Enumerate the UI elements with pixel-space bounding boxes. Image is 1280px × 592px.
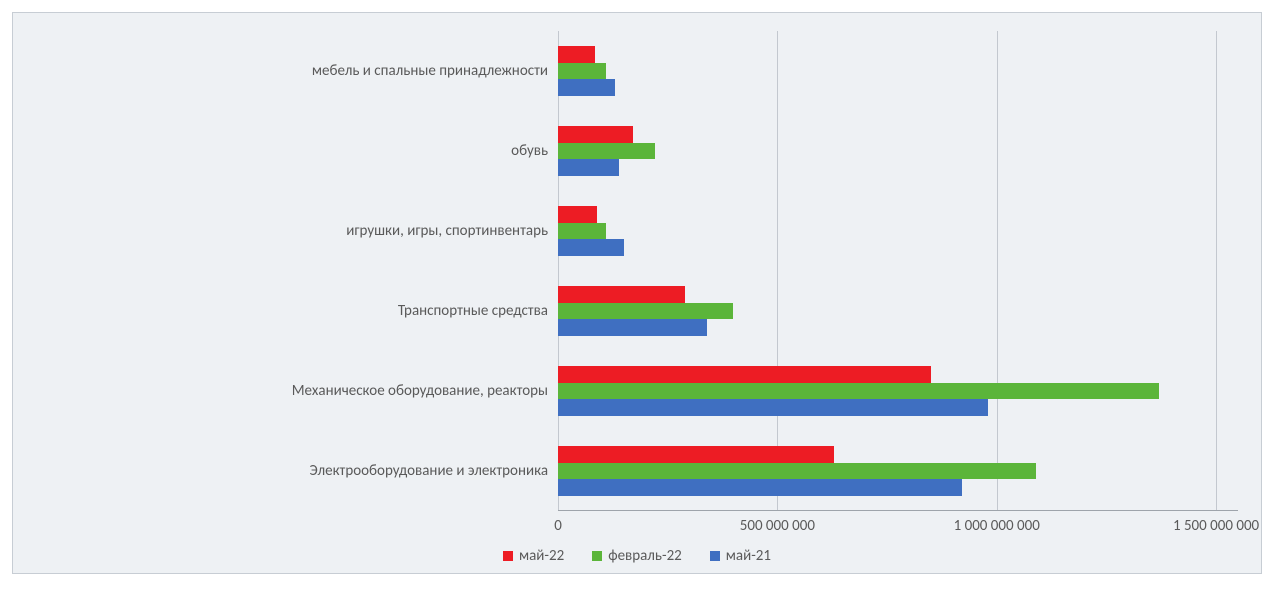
bar (558, 63, 1238, 80)
bar (558, 46, 1238, 63)
legend-label: май-21 (726, 547, 771, 565)
legend-swatch (710, 551, 720, 561)
bar (558, 366, 1238, 383)
bar (558, 383, 1238, 400)
gridline (558, 31, 559, 511)
bar (558, 239, 1238, 256)
bar-fill (558, 319, 707, 336)
bar-fill (558, 63, 606, 80)
legend-label: февраль-22 (608, 547, 682, 565)
bar (558, 463, 1238, 480)
legend-label: май-22 (519, 547, 564, 565)
bar (558, 479, 1238, 496)
bar-fill (558, 79, 615, 96)
bar (558, 399, 1238, 416)
legend-swatch (503, 551, 513, 561)
bar-fill (558, 463, 1036, 480)
x-axis-line (558, 510, 1238, 511)
bar (558, 206, 1238, 223)
category-label: обувь (511, 142, 558, 160)
legend-item: май-21 (710, 547, 771, 565)
bar-fill (558, 143, 655, 160)
bar (558, 143, 1238, 160)
legend-swatch (592, 551, 602, 561)
bar-fill (558, 479, 962, 496)
bar-fill (558, 159, 619, 176)
category-label: Электрооборудование и электроника (310, 462, 558, 480)
category-label: Механическое оборудование, реакторы (292, 382, 558, 400)
x-tick-label: 1 000 000 000 (954, 511, 1040, 535)
plot-area: 0500 000 0001 000 000 0001 500 000 000ме… (558, 31, 1238, 511)
gridline (1216, 31, 1217, 511)
chart-frame: 0 500 000 000 1 000 000 000 1 500 000 000 ме… (12, 12, 1262, 574)
gridline (777, 31, 778, 511)
bar-fill (558, 286, 685, 303)
bar (558, 79, 1238, 96)
category-label: мебель и спальные принадлежности (312, 62, 558, 80)
bar (558, 126, 1238, 143)
bar-fill (558, 366, 931, 383)
legend-item: май-22 (503, 547, 564, 565)
bar-fill (558, 206, 597, 223)
bar (558, 223, 1238, 240)
legend-item: февраль-22 (592, 547, 682, 565)
bar-fill (558, 239, 624, 256)
bar (558, 319, 1238, 336)
bar-fill (558, 446, 834, 463)
bar-fill (558, 223, 606, 240)
bar-fill (558, 46, 595, 63)
bar-fill (558, 399, 988, 416)
category-label: Транспортные средства (398, 302, 558, 320)
bar (558, 446, 1238, 463)
bar-fill (558, 383, 1159, 400)
bar (558, 159, 1238, 176)
bar-fill (558, 126, 633, 143)
gridline (997, 31, 998, 511)
bar (558, 303, 1238, 320)
legend: май-22 февраль-22 май-21 (13, 547, 1261, 565)
bar (558, 286, 1238, 303)
x-tick-label: 500 000 000 (740, 511, 815, 535)
x-tick-label: 0 (554, 511, 562, 535)
x-tick-label: 1 500 000 000 (1173, 511, 1259, 535)
bar-fill (558, 303, 733, 320)
category-label: игрушки, игры, спортинвентарь (346, 222, 558, 240)
